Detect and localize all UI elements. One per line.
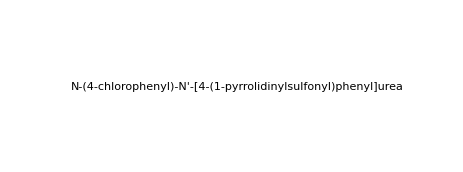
- Text: N-(4-chlorophenyl)-N'-[4-(1-pyrrolidinylsulfonyl)phenyl]urea: N-(4-chlorophenyl)-N'-[4-(1-pyrrolidinyl…: [71, 82, 404, 92]
